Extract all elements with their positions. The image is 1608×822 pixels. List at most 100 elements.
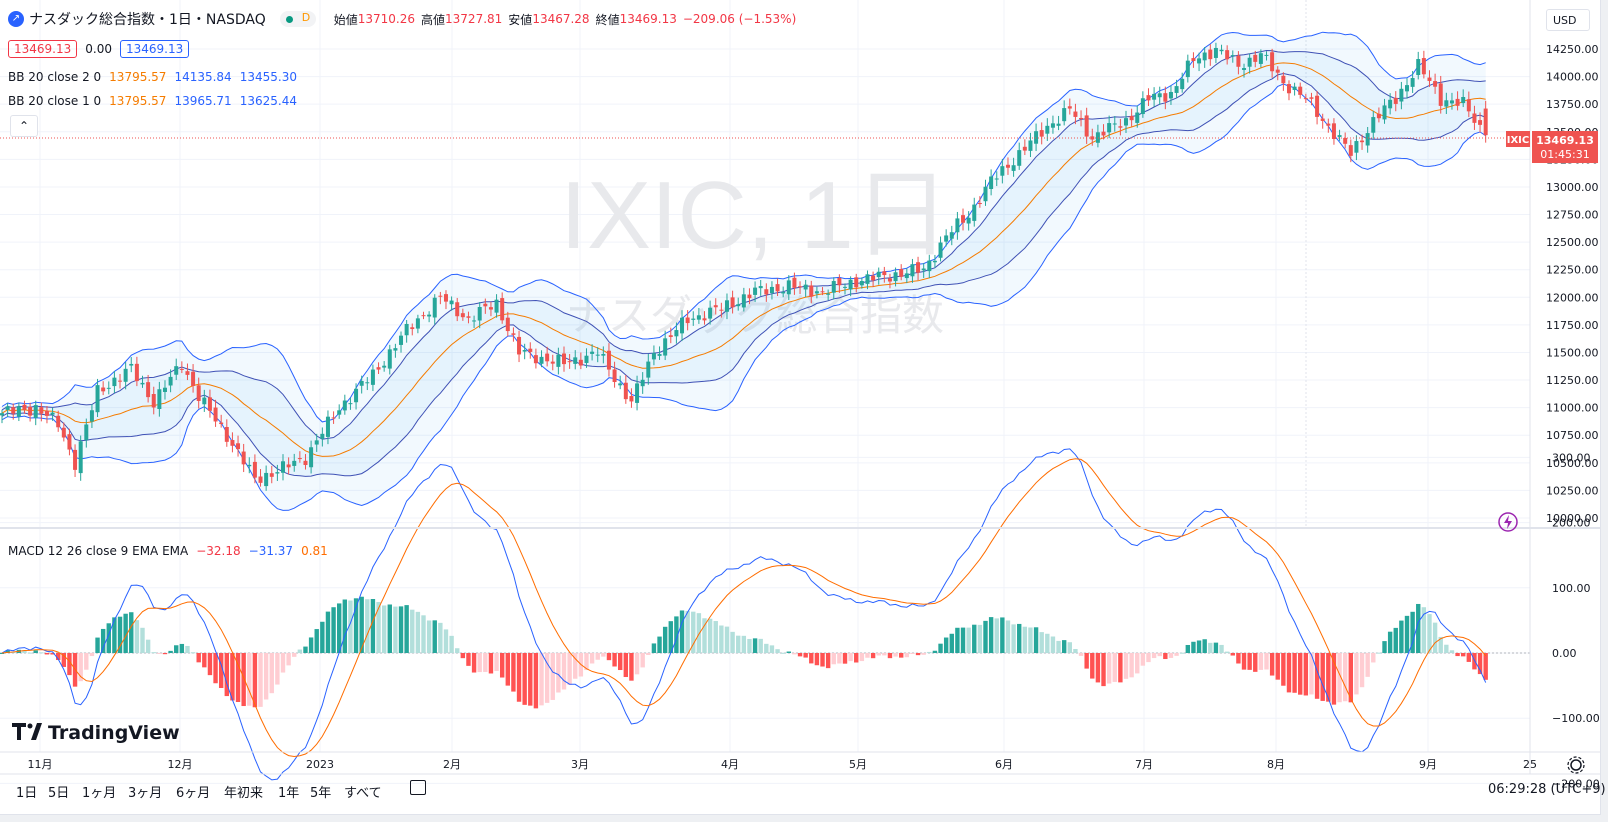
- macd-histogram-bar: [1393, 627, 1398, 653]
- price-tick-label: 11250.00: [1546, 374, 1599, 387]
- candle-body: [539, 356, 544, 364]
- timeframe-5d[interactable]: 5日: [48, 786, 70, 801]
- candle-body: [837, 277, 842, 286]
- macd-histogram-bar: [168, 650, 173, 653]
- candle-body: [78, 441, 83, 474]
- macd-tick-label: 0.00: [1552, 647, 1577, 660]
- settings-gear-icon[interactable]: [1567, 756, 1585, 774]
- candle-body: [1421, 58, 1426, 75]
- macd-histogram-bar: [39, 652, 44, 654]
- candle-body: [1242, 68, 1247, 70]
- spread-value: 0.00: [85, 42, 112, 56]
- price-tick-label: 11500.00: [1546, 346, 1599, 359]
- candle-body: [191, 371, 196, 386]
- candle-body: [28, 406, 33, 416]
- macd-histogram-bar: [887, 653, 893, 659]
- timeframe-1d[interactable]: 1日: [16, 786, 38, 801]
- macd-histogram-bar: [218, 653, 224, 688]
- macd-histogram-bar: [1224, 651, 1230, 653]
- candle-body: [1253, 54, 1258, 62]
- macd-histogram-bar: [157, 653, 162, 654]
- macd-histogram-bar: [1371, 653, 1376, 663]
- macd-histogram-bar: [1090, 653, 1095, 679]
- timeframe-3m[interactable]: 3ヶ月: [128, 786, 163, 801]
- candle-body: [331, 417, 336, 419]
- macd-histogram-bar: [1455, 653, 1460, 657]
- macd-legend[interactable]: MACD 12 26 close 9 EMA EMA −32.18 −31.37…: [8, 541, 328, 561]
- macd-histogram-bar: [1095, 653, 1101, 683]
- symbol-name[interactable]: ナスダック総合指数・1日・NASDAQ: [29, 12, 266, 28]
- candle-body: [618, 383, 623, 386]
- flash-icon[interactable]: [1498, 512, 1518, 532]
- candle-body: [1354, 141, 1359, 153]
- timeframe-6m[interactable]: 6ヶ月: [176, 786, 211, 801]
- candle-body: [1444, 100, 1449, 107]
- candle-body: [1309, 97, 1314, 99]
- macd-histogram-bar: [792, 653, 797, 655]
- candle-body: [657, 354, 662, 356]
- candle-body: [421, 315, 426, 317]
- candle-body: [865, 274, 870, 284]
- candle-body: [820, 291, 825, 293]
- candle-body: [162, 387, 167, 392]
- candle-body: [1124, 118, 1128, 126]
- macd-histogram-bar: [196, 653, 201, 663]
- ohlc-high-value: 13727.81: [445, 12, 503, 26]
- candle-body: [281, 461, 285, 473]
- time-tick-label: 2月: [443, 758, 461, 771]
- candle-body: [753, 287, 758, 295]
- candle-body: [393, 348, 398, 351]
- trade-row: 13469.13 0.00 13469.13: [8, 39, 190, 59]
- timeframe-ytd[interactable]: 年初来: [224, 786, 264, 801]
- timeframe-1m[interactable]: 1ヶ月: [82, 786, 117, 801]
- candle-body: [1197, 58, 1202, 64]
- buy-button[interactable]: 13469.13: [119, 40, 190, 58]
- candle-body: [1405, 85, 1409, 92]
- collapse-legend-button[interactable]: ⌃: [10, 115, 38, 137]
- macd-histogram-bar: [865, 653, 870, 658]
- candle-body: [590, 351, 595, 354]
- candle-body: [601, 353, 606, 356]
- tradingview-logo: TradingView: [12, 722, 180, 744]
- macd-histogram-bar: [977, 624, 983, 653]
- candle-body: [1056, 123, 1061, 126]
- macd-tick-label: 200.00: [1552, 517, 1591, 530]
- candle-body: [1275, 69, 1280, 73]
- sell-button[interactable]: 13469.13: [8, 40, 78, 58]
- timeframe-all[interactable]: すべて: [344, 786, 382, 801]
- bb1-legend[interactable]: BB 20 close 1 0 13795.57 13965.71 13625.…: [8, 91, 297, 111]
- macd-histogram-bar: [539, 653, 544, 706]
- candle-body: [623, 382, 628, 400]
- date-range-calendar-icon[interactable]: [410, 780, 426, 795]
- price-tick-label: 12500.00: [1546, 236, 1599, 249]
- candle-body: [775, 284, 780, 292]
- macd-histogram-bar: [202, 653, 207, 668]
- candle-body: [550, 361, 555, 364]
- candle-body: [112, 377, 117, 387]
- candle-body: [1281, 75, 1286, 84]
- macd-line: [1, 448, 1487, 781]
- macd-histogram-bar: [803, 653, 808, 658]
- bb2-legend[interactable]: BB 20 close 2 0 13795.57 14135.84 13455.…: [8, 67, 297, 87]
- macd-histogram-bar: [22, 650, 27, 653]
- macd-histogram-bar: [556, 653, 561, 693]
- macd-histogram-bar: [685, 610, 690, 653]
- timeframe-5y[interactable]: 5年: [310, 786, 332, 801]
- macd-histogram-bar: [612, 653, 617, 667]
- macd-histogram-bar: [1140, 653, 1146, 666]
- candle-body: [1449, 100, 1454, 104]
- currency-select[interactable]: USD: [1546, 9, 1590, 31]
- bb1-label: BB 20 close 1 0: [8, 94, 102, 108]
- price-tick-label: 10750.00: [1546, 429, 1599, 442]
- candle-body: [151, 394, 156, 408]
- macd-histogram-bar: [1331, 653, 1337, 705]
- macd-histogram-bar: [561, 653, 567, 690]
- candle-body: [1270, 52, 1275, 72]
- macd-histogram-bar: [646, 653, 651, 655]
- timeframe-1y[interactable]: 1年: [278, 786, 300, 801]
- candle-body: [1337, 135, 1342, 137]
- candle-body: [129, 363, 134, 366]
- candle-body: [562, 353, 566, 365]
- clock-timezone[interactable]: 06:29:28 (UTC+9): [1488, 782, 1606, 797]
